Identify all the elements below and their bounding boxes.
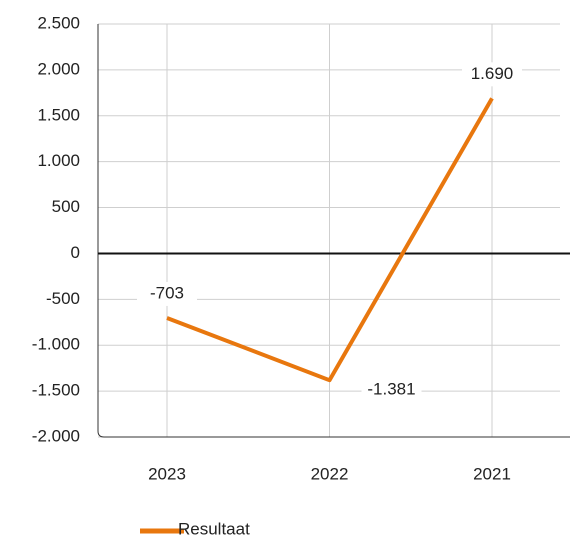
y-tick-label: -1.500 bbox=[32, 381, 80, 400]
y-tick-label: 2.000 bbox=[37, 59, 80, 78]
x-tick-label: 2023 bbox=[148, 464, 186, 483]
legend-label: Resultaat bbox=[178, 519, 250, 538]
y-tick-label: 1.000 bbox=[37, 151, 80, 170]
y-tick-label: 1.500 bbox=[37, 105, 80, 124]
y-tick-label: -500 bbox=[46, 289, 80, 308]
data-label: 1.690 bbox=[471, 64, 514, 83]
y-tick-label: -1.000 bbox=[32, 335, 80, 354]
data-label: -703 bbox=[150, 283, 184, 302]
y-tick-label: 500 bbox=[52, 197, 80, 216]
data-label-bg bbox=[361, 378, 422, 403]
y-axis bbox=[97, 24, 570, 438]
y-tick-label: 2.500 bbox=[37, 13, 80, 32]
y-tick-label: -2.000 bbox=[32, 426, 80, 445]
y-tick-label: 0 bbox=[71, 243, 80, 262]
data-label: -1.381 bbox=[367, 380, 415, 399]
data-label-bg bbox=[462, 62, 522, 87]
data-label-bg bbox=[137, 281, 197, 306]
x-tick-label: 2022 bbox=[311, 464, 349, 483]
series-line bbox=[166, 97, 494, 383]
x-tick-label: 2021 bbox=[473, 464, 511, 483]
